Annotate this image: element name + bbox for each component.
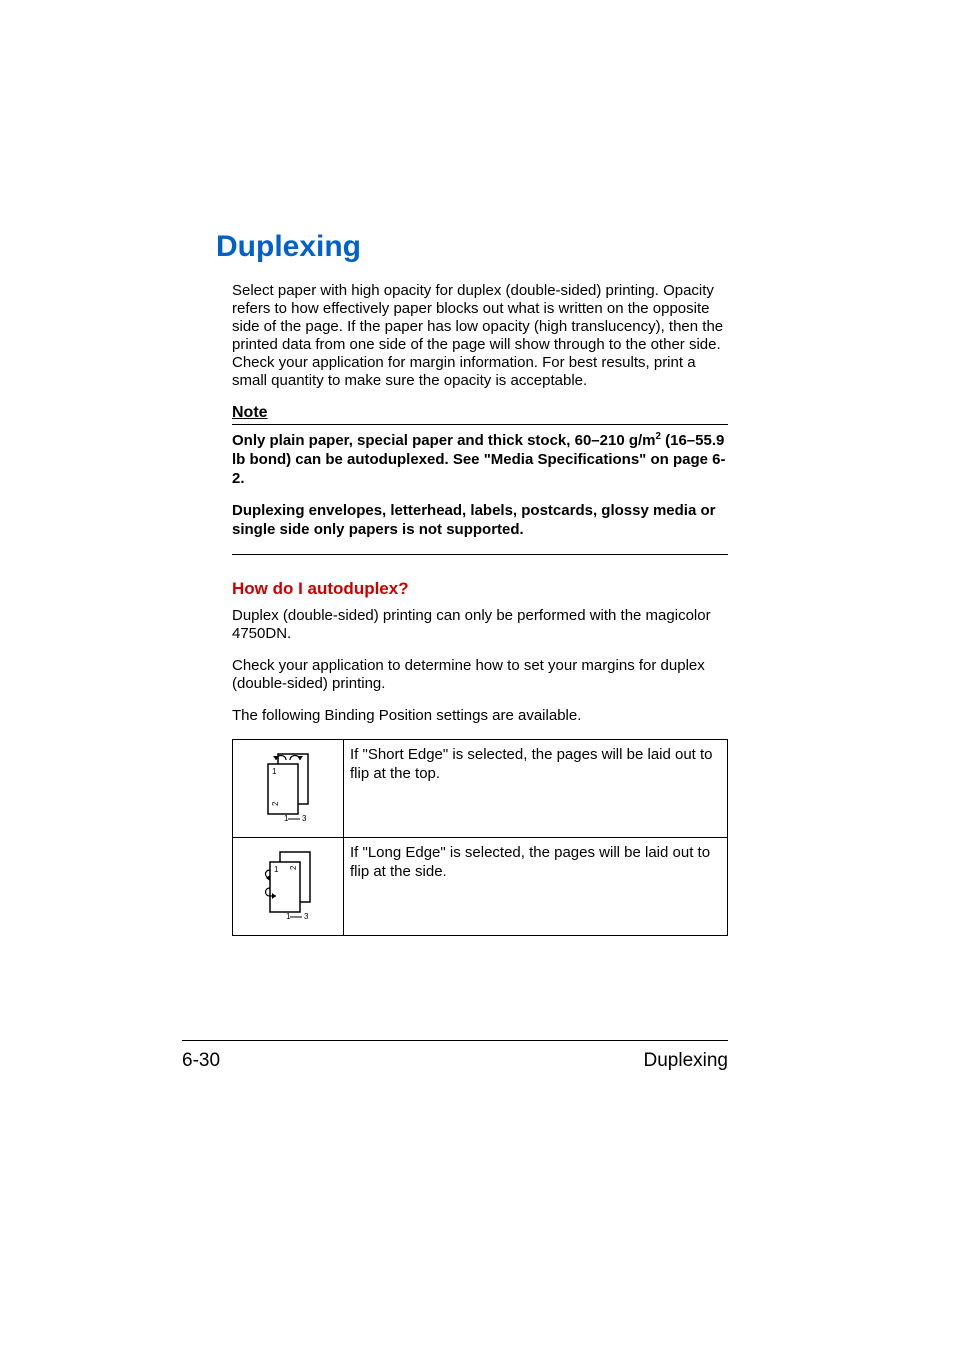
intro-paragraph: Select paper with high opacity for duple…	[232, 282, 728, 390]
short-edge-diagram-icon: 1 2 1 3	[260, 750, 316, 822]
diagram-label-1: 1	[272, 767, 277, 776]
page-title: Duplexing	[216, 230, 728, 264]
para-1: Duplex (double-sided) printing can only …	[232, 607, 728, 643]
diagram-label-3: 3	[302, 814, 307, 822]
note-rule-top	[232, 424, 728, 425]
note-heading: Note	[232, 404, 728, 422]
page: Duplexing Select paper with high opacity…	[0, 0, 954, 1350]
desc-cell-short-edge: If "Short Edge" is selected, the pages w…	[344, 739, 728, 837]
page-footer: 6-30 Duplexing	[182, 1050, 728, 1072]
diagram-cell-short-edge: 1 2 1 3	[233, 739, 344, 837]
footer-rule	[182, 1040, 728, 1041]
desc-cell-long-edge: If "Long Edge" is selected, the pages wi…	[344, 837, 728, 935]
footer-section: Duplexing	[644, 1050, 729, 1072]
diagram-cell-long-edge: 1 2 1 3	[233, 837, 344, 935]
note-line-1-pre: Only plain paper, special paper and thic…	[232, 432, 656, 449]
note-rule-bottom	[232, 554, 728, 555]
diagram-label-1: 1	[274, 865, 279, 874]
diagram-label-2: 2	[289, 865, 298, 870]
diagram-label-2: 2	[271, 801, 280, 806]
section-subheading: How do I autoduplex?	[232, 579, 728, 599]
long-edge-diagram-icon: 1 2 1 3	[260, 848, 316, 920]
page-number: 6-30	[182, 1050, 220, 1072]
note-line-1: Only plain paper, special paper and thic…	[232, 431, 728, 488]
diagram-label-3: 3	[304, 912, 309, 920]
diagram-label-1b: 1	[286, 912, 291, 920]
para-3: The following Binding Position settings …	[232, 707, 728, 725]
binding-position-table: 1 2 1 3 If "Short Edge" is selected, the…	[232, 739, 728, 936]
diagram-label-1b: 1	[284, 814, 289, 822]
para-2: Check your application to determine how …	[232, 657, 728, 693]
table-row: 1 2 1 3 If "Short Edge" is selected, the…	[233, 739, 728, 837]
note-line-2: Duplexing envelopes, letterhead, labels,…	[232, 502, 728, 540]
table-row: 1 2 1 3 If "Long Edge" is selected, the …	[233, 837, 728, 935]
